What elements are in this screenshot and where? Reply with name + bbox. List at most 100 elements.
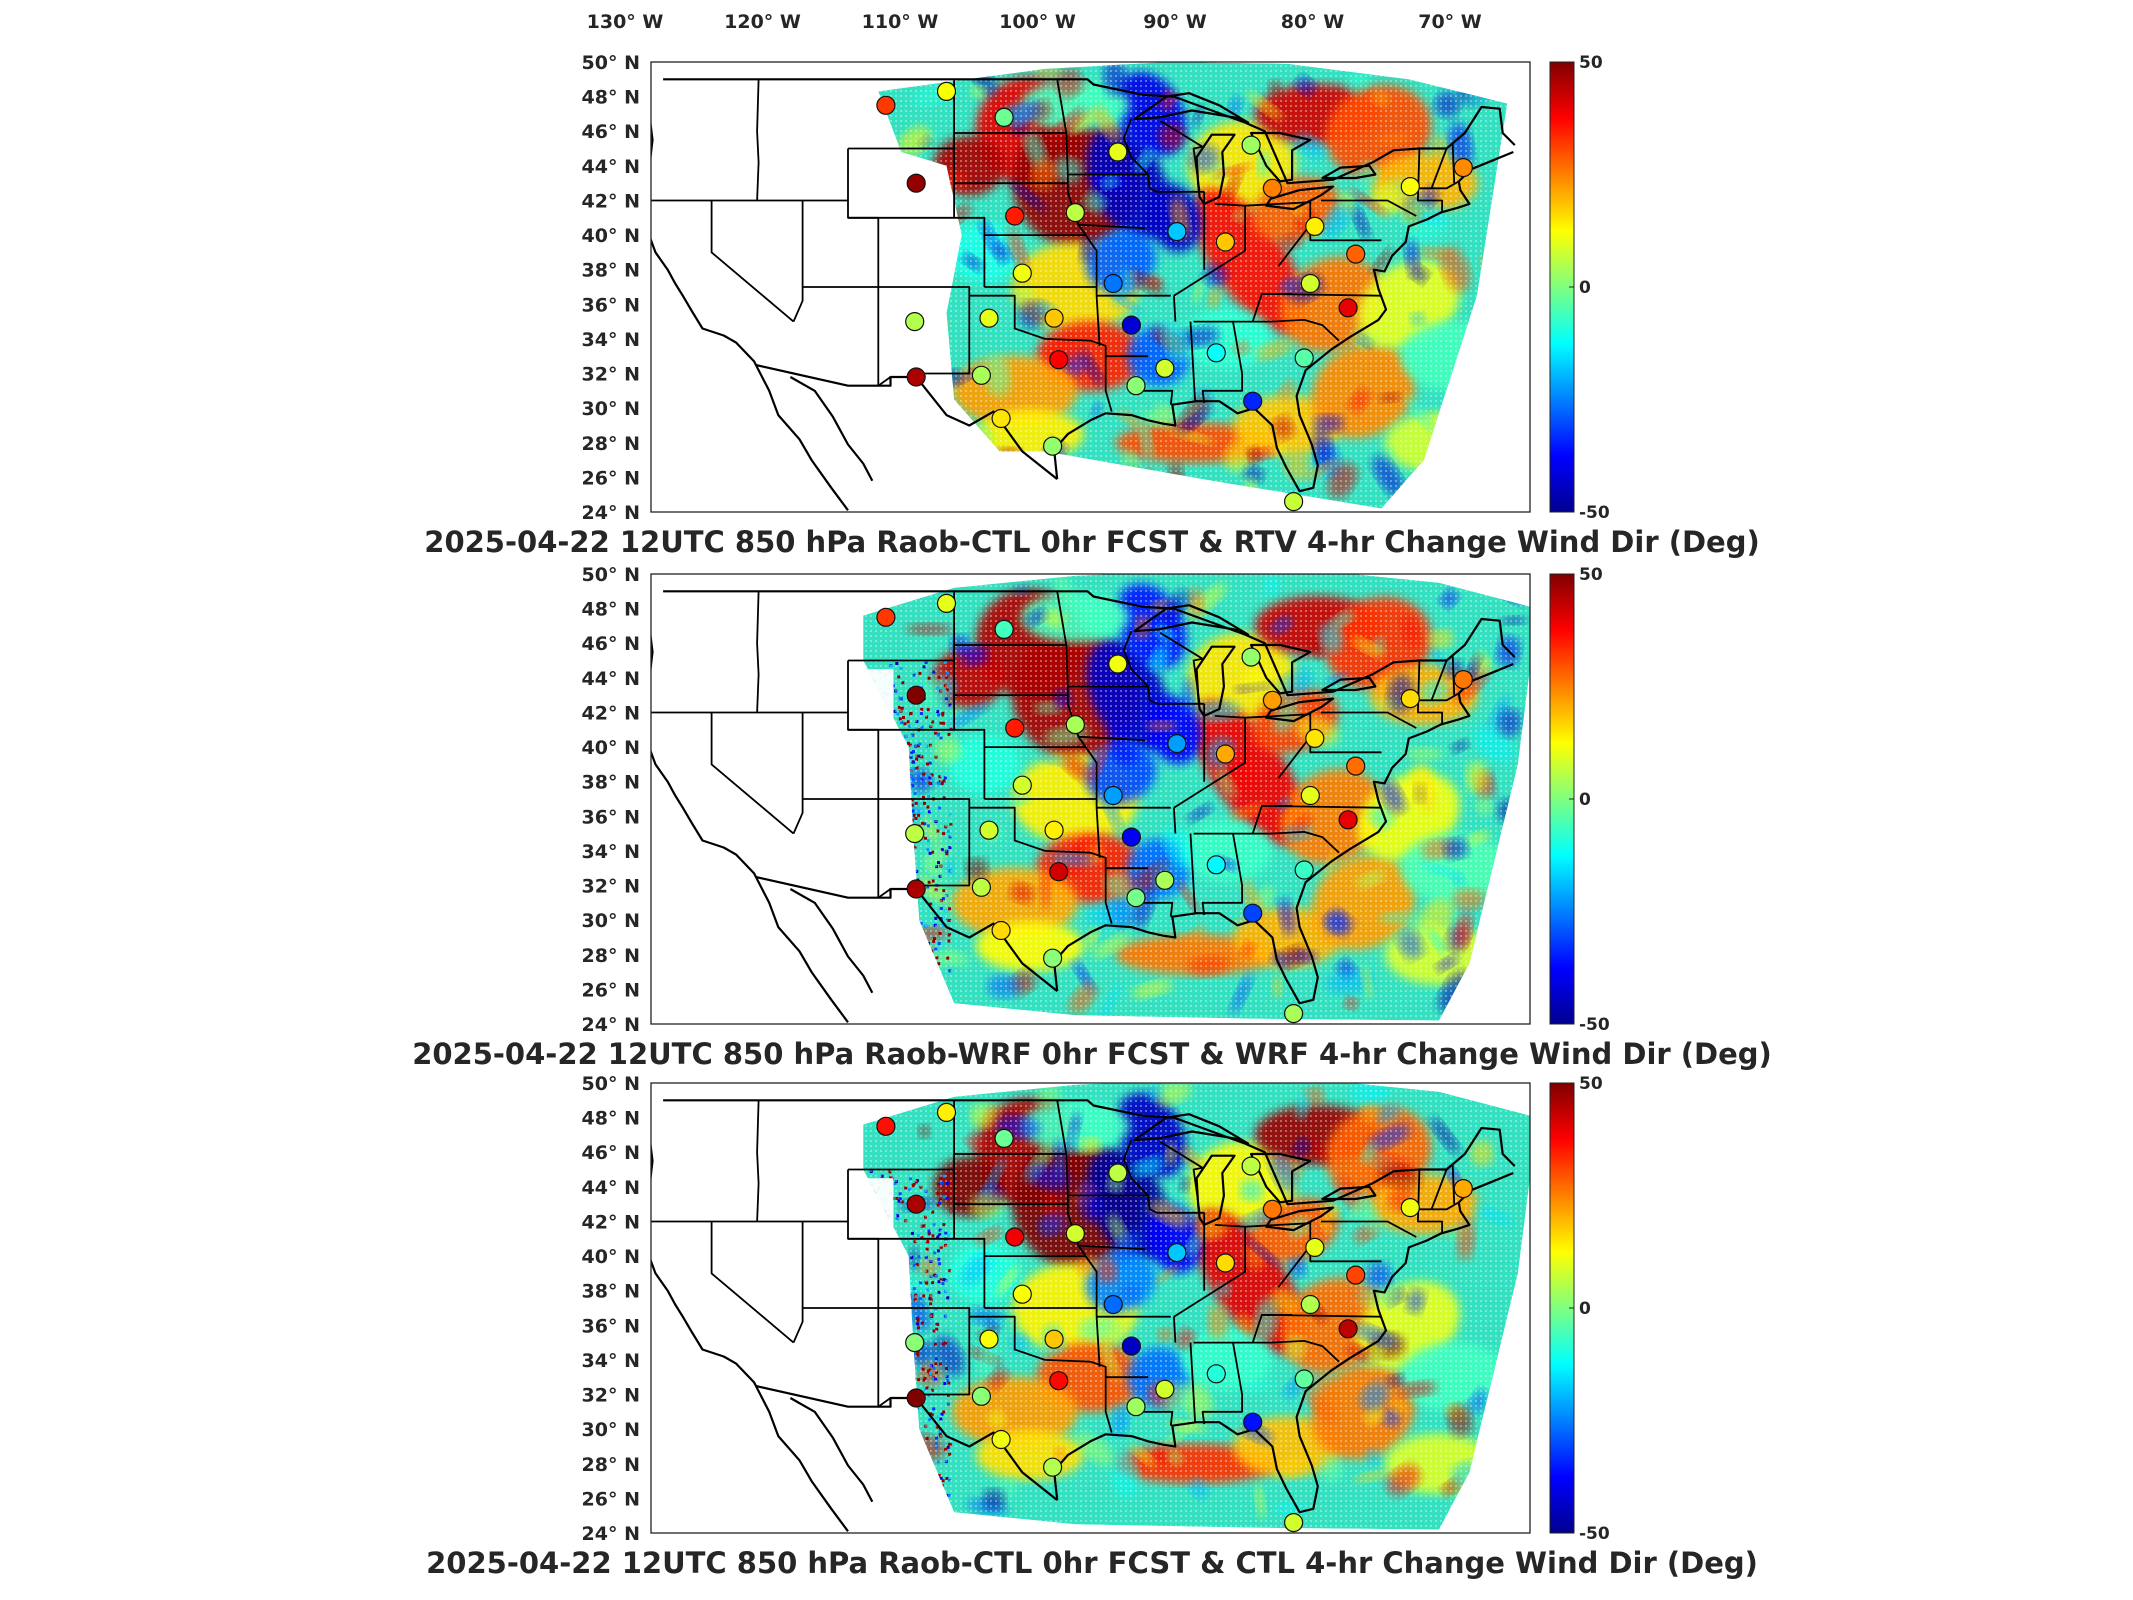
raob-station-marker	[1108, 142, 1128, 162]
raob-station-marker	[1012, 775, 1032, 795]
longitude-label: 90° W	[1143, 11, 1207, 33]
raob-station-marker	[906, 879, 926, 899]
raob-station-marker	[994, 107, 1014, 128]
latitude-label: 38° N	[582, 260, 640, 282]
latitude-label: 46° N	[582, 633, 640, 655]
raob-station-marker	[1103, 273, 1123, 294]
raob-station-marker	[979, 820, 999, 840]
raob-station-marker	[1294, 348, 1314, 368]
raob-station-marker	[1453, 669, 1473, 690]
raob-station-marker	[1206, 343, 1226, 363]
latitude-label: 28° N	[582, 945, 640, 967]
map-frame	[650, 61, 1531, 513]
raob-station-marker	[1453, 158, 1473, 178]
raob-station-marker	[1044, 820, 1064, 840]
raob-station-marker	[1283, 492, 1304, 512]
raob-station-marker	[1346, 244, 1366, 264]
latitude-label: 48° N	[582, 87, 640, 109]
raob-station-marker	[1215, 744, 1236, 764]
raob-station-marker	[906, 685, 926, 705]
raob-station-marker	[905, 823, 925, 844]
latitude-axis-labels: 50° N 48° N 46° N 44° N 42° N 40° N 38° N 36° N…	[582, 564, 640, 1036]
latitude-label: 42° N	[582, 1212, 640, 1234]
latitude-label: 24° N	[582, 1523, 640, 1545]
raob-station-marker	[1400, 177, 1420, 197]
raob-station-marker	[1044, 308, 1064, 328]
raob-station-marker	[1262, 178, 1283, 198]
raob-station-marker	[979, 1329, 999, 1349]
raob-station-marker	[1108, 654, 1128, 674]
raob-station-marker	[1305, 728, 1325, 749]
coastlines-and-borders	[651, 78, 1516, 511]
colorbar-max-label: 50	[1579, 565, 1603, 585]
colorbar-max-label: 50	[1579, 1074, 1603, 1094]
longitude-label: 110° W	[862, 11, 939, 33]
raob-station-marker	[1126, 376, 1146, 396]
raob-station-marker	[1049, 350, 1069, 370]
raob-station-marker	[1241, 647, 1261, 667]
panel-title: 2025-04-22 12UTC 850 hPa Raob-CTL 0hr FC…	[424, 525, 1759, 559]
raob-station-marker	[1042, 436, 1063, 456]
latitude-label: 26° N	[582, 1488, 640, 1510]
raob-station-marker	[1155, 1379, 1175, 1399]
raob-station-marker	[1243, 903, 1263, 923]
raob-station-marker	[1049, 862, 1069, 882]
raob-station-marker	[991, 1429, 1011, 1450]
raob-station-marker	[994, 619, 1014, 640]
raob-station-marker	[1241, 135, 1261, 155]
raob-station-marker	[1126, 888, 1146, 908]
colorbar-max-label: 50	[1579, 53, 1603, 73]
latitude-label: 30° N	[582, 398, 640, 420]
raob-station-marker	[1108, 1163, 1128, 1183]
raob-station-marker	[1065, 203, 1085, 223]
raob-station-marker	[1215, 1253, 1236, 1273]
raob-station-marker	[1338, 1319, 1358, 1339]
latitude-label: 44° N	[582, 156, 640, 178]
colorbar-mid-label: 0	[1579, 1299, 1591, 1319]
map-panel: 50° N 48° N 46° N 44° N 42° N 40° N 38° N 36° N…	[426, 1073, 1758, 1580]
raob-station-marker	[1012, 263, 1032, 283]
latitude-label: 40° N	[582, 1246, 640, 1268]
raob-station-marker	[1065, 1223, 1085, 1244]
latitude-axis-labels: 50° N 48° N 46° N 44° N 42° N 40° N 38° N 36° N…	[582, 52, 640, 524]
latitude-label: 38° N	[582, 1281, 640, 1303]
panel-title: 2025-04-22 12UTC 850 hPa Raob-WRF 0hr FC…	[412, 1037, 1772, 1071]
latitude-label: 38° N	[582, 772, 640, 794]
latitude-label: 50° N	[582, 564, 640, 586]
latitude-label: 46° N	[582, 121, 640, 143]
raob-station-marker	[1243, 391, 1263, 411]
raob-station-marker	[1346, 1265, 1366, 1285]
raob-station-marker	[1065, 714, 1085, 735]
raob-station-marker	[1121, 827, 1142, 847]
colorbar: 50 0 -50	[1549, 1074, 1610, 1544]
latitude-label: 32° N	[582, 1385, 640, 1407]
coastlines-and-borders	[651, 1099, 1516, 1532]
raob-station-marker	[1167, 1242, 1187, 1263]
raob-station-marker	[1300, 1294, 1320, 1315]
colorbar-mid-label: 0	[1579, 790, 1591, 810]
raob-station-marker	[979, 308, 999, 328]
latitude-label: 48° N	[582, 599, 640, 621]
latitude-axis-labels: 50° N 48° N 46° N 44° N 42° N 40° N 38° N 36° N…	[582, 1073, 640, 1545]
raob-station-marker	[1167, 733, 1187, 754]
raob-station-marker	[991, 408, 1011, 429]
latitude-label: 32° N	[582, 364, 640, 386]
raob-station-marker	[1283, 1512, 1304, 1533]
raob-station-marker	[1121, 1336, 1142, 1356]
raob-station-marker	[1103, 1294, 1123, 1315]
raob-station-marker	[1300, 785, 1320, 806]
raob-station-marker	[936, 593, 957, 614]
raob-station-marker	[905, 312, 925, 332]
raob-station-marker	[1044, 1329, 1064, 1349]
latitude-label: 42° N	[582, 191, 640, 213]
raob-station-marker	[1262, 690, 1283, 710]
latitude-label: 44° N	[582, 1177, 640, 1199]
colorbar-min-label: -50	[1579, 1015, 1610, 1035]
latitude-label: 32° N	[582, 876, 640, 898]
raob-station-marker	[906, 367, 926, 387]
raob-station-marker	[1243, 1412, 1263, 1432]
latitude-label: 50° N	[582, 52, 640, 74]
map-frame	[650, 573, 1531, 1025]
raob-station-marker	[1283, 1003, 1304, 1024]
raob-stations	[876, 593, 1473, 1024]
